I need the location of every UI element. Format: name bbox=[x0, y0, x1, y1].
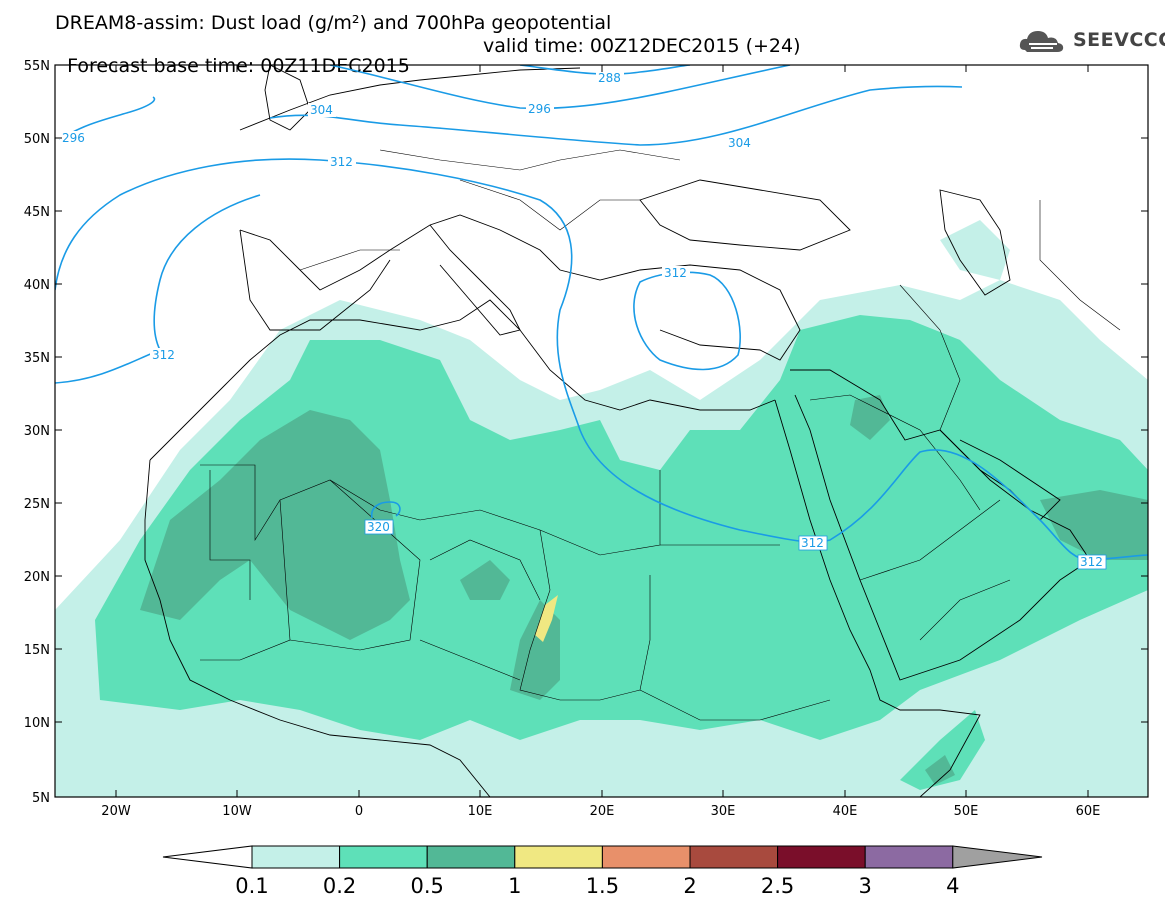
lat-label: 25N bbox=[24, 497, 50, 512]
contour-312-west bbox=[55, 194, 261, 384]
coast-red-sea-west bbox=[774, 399, 981, 797]
lon-label: 30E bbox=[711, 804, 736, 819]
colorbar-label: 3 bbox=[858, 874, 872, 898]
contour-label: 312 bbox=[330, 155, 353, 169]
colorbar-label: 2.5 bbox=[760, 874, 795, 898]
colorbar-bin bbox=[339, 845, 428, 869]
lon-label: 40E bbox=[833, 804, 858, 819]
lat-label: 35N bbox=[24, 351, 50, 366]
colorbar-label: 1.5 bbox=[585, 874, 620, 898]
colorbar-bin bbox=[689, 845, 779, 869]
contour-aegean bbox=[633, 271, 741, 371]
dust-shading bbox=[55, 220, 1148, 797]
lat-label: 5N bbox=[32, 791, 50, 806]
contour-label: 296 bbox=[528, 102, 551, 116]
colorbar bbox=[162, 845, 1043, 869]
dust-band-dark-west bbox=[140, 410, 410, 640]
colorbar-label: 2 bbox=[683, 874, 697, 898]
coast-iberia bbox=[239, 229, 391, 331]
coast-africa-west bbox=[144, 459, 491, 797]
lat-label: 50N bbox=[24, 132, 50, 147]
lon-labels: 20W 10W 0 10E 20E 30E 40E 50E 60E bbox=[101, 804, 1100, 819]
colorbar-low-arrow bbox=[162, 845, 253, 869]
title-line-2: Forecast base time: 00Z11DEC2015 valid t… bbox=[55, 36, 800, 96]
colorbar-label: 0.1 bbox=[235, 874, 269, 898]
coast-europe-north bbox=[239, 67, 581, 131]
contour-288 bbox=[519, 65, 691, 75]
colorbar-bin bbox=[251, 845, 341, 869]
contour-label: 312 bbox=[152, 348, 175, 362]
lat-label: 45N bbox=[24, 205, 50, 220]
contour-296-north bbox=[329, 65, 791, 110]
seevccc-logo: SEEVCCC bbox=[1017, 24, 1165, 58]
colorbar-label: 1 bbox=[508, 874, 522, 898]
colorbar-label: 0.5 bbox=[410, 874, 444, 898]
coast-africa-north bbox=[149, 299, 776, 461]
lon-label: 20W bbox=[101, 804, 131, 819]
dust-band-dark-gulf bbox=[1040, 490, 1148, 560]
lon-label: 20E bbox=[590, 804, 615, 819]
contour-296-west bbox=[59, 96, 156, 141]
coast-britain bbox=[264, 65, 311, 131]
title-line-1: DREAM8-assim: Dust load (g/m²) and 700hP… bbox=[55, 12, 612, 34]
colorbar-bin bbox=[601, 845, 691, 869]
lon-label: 60E bbox=[1076, 804, 1101, 819]
dust-band-dark-central bbox=[460, 560, 510, 600]
contour-312 bbox=[55, 158, 1148, 561]
colorbar-bin bbox=[514, 845, 603, 869]
colorbar-bin bbox=[864, 845, 954, 869]
contour-label: 312 bbox=[664, 266, 687, 280]
contour-label: 296 bbox=[62, 131, 85, 145]
dust-band-dark-arabia bbox=[850, 395, 890, 440]
lat-label: 40N bbox=[24, 278, 50, 293]
dust-band-dark-somalia bbox=[925, 755, 955, 785]
dust-band-peak bbox=[535, 595, 558, 642]
colorbar-bin bbox=[426, 845, 516, 869]
lat-label: 55N bbox=[24, 59, 50, 74]
coast-italy bbox=[429, 224, 521, 336]
coast-europe-south bbox=[239, 214, 801, 361]
contour-label: 312 bbox=[1080, 555, 1103, 569]
contour-304 bbox=[269, 85, 963, 146]
lat-label: 30N bbox=[24, 424, 50, 439]
lat-axis bbox=[55, 64, 1148, 798]
contour-label: 288 bbox=[598, 71, 621, 85]
dust-band-medium-horn bbox=[900, 710, 985, 790]
lon-axis bbox=[115, 65, 1089, 797]
colorbar-label: 0.2 bbox=[322, 874, 357, 898]
lon-label: 0 bbox=[355, 804, 363, 819]
lon-label: 10W bbox=[222, 804, 252, 819]
colorbar-high-arrow bbox=[952, 845, 1043, 869]
cloud-icon bbox=[1019, 31, 1064, 52]
contour-label: 304 bbox=[728, 136, 751, 150]
coast-black-sea bbox=[639, 179, 851, 251]
dust-band-light-east bbox=[940, 220, 1010, 280]
colorbar-bin bbox=[777, 845, 866, 869]
lat-label: 10N bbox=[24, 716, 50, 731]
coast-caspian bbox=[939, 189, 1011, 296]
lat-label: 20N bbox=[24, 570, 50, 585]
lat-labels: 55N 50N 45N 40N 35N 30N 25N 20N 15N 10N … bbox=[24, 59, 50, 806]
map-area: 288 296 304 304 296 312 312 320 312 312 … bbox=[55, 65, 1148, 797]
contour-labels: 288 296 304 304 296 312 312 320 312 312 … bbox=[60, 71, 1107, 570]
valid-time: valid time: 00Z12DEC2015 (+24) bbox=[483, 35, 801, 57]
contour-320 bbox=[370, 501, 401, 519]
lat-label: 15N bbox=[24, 643, 50, 658]
contour-label: 304 bbox=[310, 103, 333, 117]
lon-label: 10E bbox=[468, 804, 493, 819]
lon-label: 50E bbox=[954, 804, 979, 819]
colorbar-label: 4 bbox=[946, 874, 960, 898]
contour-label: 320 bbox=[367, 520, 390, 534]
contour-label: 312 bbox=[801, 536, 824, 550]
logo-text: SEEVCCC bbox=[1073, 29, 1165, 51]
